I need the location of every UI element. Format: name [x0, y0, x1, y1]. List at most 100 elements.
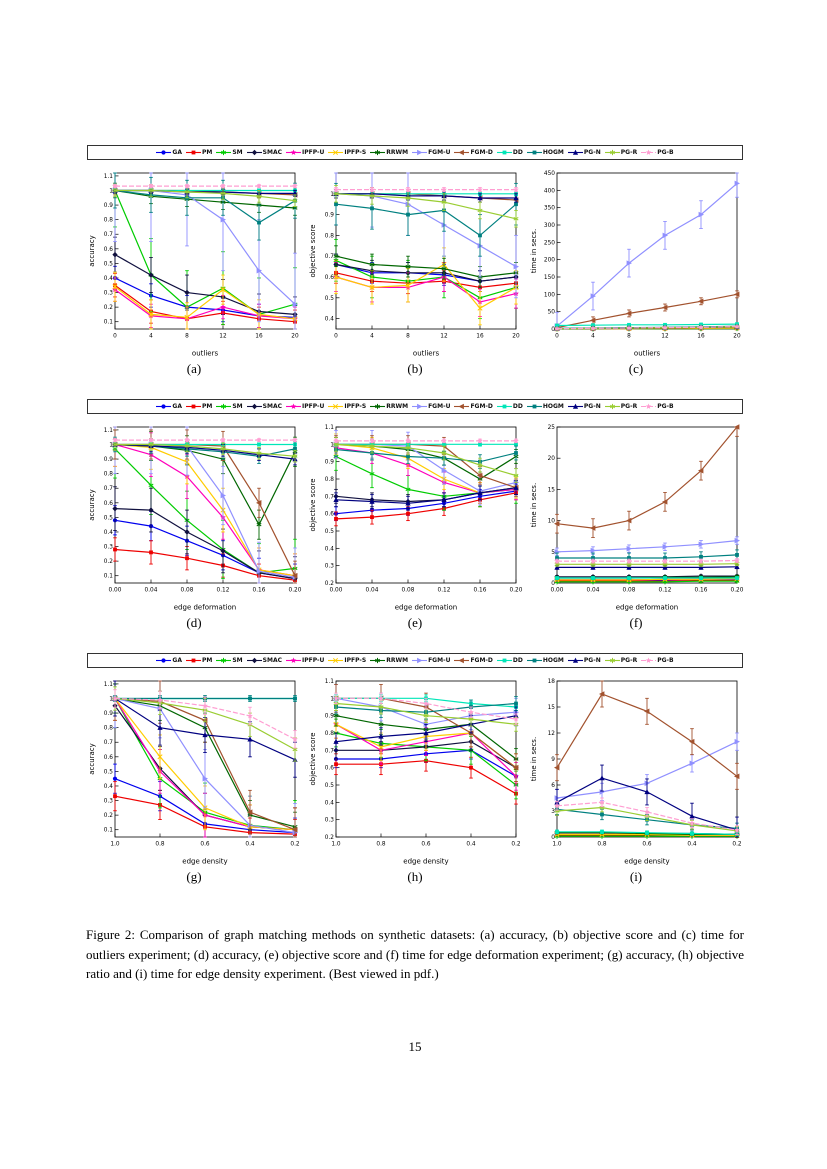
svg-text:0.6: 0.6: [325, 275, 335, 281]
svg-text:outliers: outliers: [413, 350, 440, 358]
svg-text:0.6: 0.6: [104, 247, 114, 253]
svg-text:8: 8: [406, 334, 410, 340]
smac-marker-icon: [246, 657, 262, 664]
svg-text:0: 0: [334, 334, 338, 340]
svg-text:1.1: 1.1: [325, 679, 335, 685]
svg-text:0.20: 0.20: [510, 588, 523, 594]
legend-item-pg-n: PG-N: [567, 656, 601, 665]
legend-item-dd: DD: [496, 148, 523, 157]
svg-text:1: 1: [109, 188, 113, 194]
legend-item-rrwm: RRWM: [370, 402, 408, 411]
legend-item-ga: GA: [156, 148, 182, 157]
svg-text:0.2: 0.2: [732, 842, 742, 848]
svg-text:0.2: 0.2: [104, 559, 114, 565]
legend-item-ga: GA: [156, 656, 182, 665]
legend-item-ipfp-s: IPFP-S: [328, 656, 366, 665]
svg-text:0.4: 0.4: [245, 842, 255, 848]
legend-item-fgm-u: FGM-U: [412, 656, 450, 665]
svg-text:0.4: 0.4: [687, 842, 697, 848]
series-pm: [113, 273, 297, 330]
legend-label: PG-B: [657, 403, 674, 410]
svg-text:450: 450: [544, 171, 555, 177]
page-number: 15: [408, 1038, 422, 1054]
svg-text:accuracy: accuracy: [88, 489, 96, 521]
svg-text:20: 20: [291, 334, 299, 340]
svg-text:0.20: 0.20: [731, 588, 744, 594]
svg-text:outliers: outliers: [634, 350, 661, 358]
svg-text:0.4: 0.4: [104, 530, 114, 536]
series-fgm-d: [333, 189, 519, 205]
ga-marker-icon: [156, 150, 172, 155]
svg-text:350: 350: [544, 206, 555, 212]
svg-text:accuracy: accuracy: [88, 743, 96, 775]
svg-text:0: 0: [551, 327, 555, 333]
svg-text:0.2: 0.2: [325, 835, 335, 841]
legend-item-pg-b: PG-B: [641, 656, 674, 665]
ipfp-u-marker-icon: [286, 657, 301, 663]
panel-label-h: (h): [407, 869, 423, 884]
svg-text:0.00: 0.00: [330, 588, 343, 594]
svg-text:0.5: 0.5: [325, 529, 335, 535]
fgm-d-marker-icon: [454, 149, 470, 156]
legend-label: PG-N: [583, 657, 601, 664]
svg-text:0.8: 0.8: [155, 842, 165, 848]
legend-label: PM: [201, 149, 213, 156]
svg-text:objective score: objective score: [309, 733, 317, 786]
svg-text:0.6: 0.6: [421, 842, 431, 848]
legend-item-ipfp-s: IPFP-S: [328, 402, 366, 411]
legend-label: PG-R: [620, 403, 638, 410]
series-pg-r: [333, 436, 519, 483]
svg-text:400: 400: [544, 188, 555, 194]
pg-n-marker-icon: [567, 149, 583, 155]
svg-text:edge density: edge density: [624, 858, 669, 866]
svg-text:0.08: 0.08: [181, 588, 194, 594]
svg-text:0.3: 0.3: [104, 799, 114, 805]
method-legend-row-2: GA PM SM SMAC IPFP-U IPFP-S RRWM FGM-U FGM-D DD HO…: [87, 399, 743, 414]
series-ga: [333, 483, 519, 522]
series-pg-r: [333, 185, 519, 228]
chart-row-deformation: 0.00 0.04 0.08 0.12 0.16 0.20 0.1 0.2 0.3 0.4 0.5 0…: [86, 420, 744, 631]
legend-label: HOGM: [542, 403, 564, 410]
ipfp-u-marker-icon: [286, 403, 301, 409]
legend-label: HOGM: [542, 149, 564, 156]
svg-text:0.8: 0.8: [104, 726, 114, 732]
sm-marker-icon: [216, 657, 232, 664]
legend-item-pg-b: PG-B: [641, 402, 674, 411]
fgm-d-marker-icon: [454, 403, 470, 410]
ipfp-s-marker-icon: [328, 149, 344, 156]
pg-n-marker-icon: [567, 657, 583, 663]
legend-item-fgm-d: FGM-D: [454, 656, 493, 665]
series-fgm-d: [112, 429, 298, 584]
svg-text:0.1: 0.1: [104, 320, 114, 326]
legend-item-pg-r: PG-R: [604, 402, 638, 411]
svg-text:0.8: 0.8: [597, 842, 607, 848]
legend-label: IPFP-S: [344, 403, 367, 410]
svg-text:0.08: 0.08: [402, 588, 415, 594]
fgm-u-marker-icon: [412, 149, 428, 156]
series-pg-r: [112, 438, 298, 463]
svg-text:300: 300: [544, 223, 555, 229]
legend-label: FGM-U: [428, 403, 451, 410]
panel-label-b: (b): [407, 361, 423, 376]
svg-text:0.3: 0.3: [104, 291, 114, 297]
chart-cell-a: 0 4 8 12 16 20 0.1 0.2 0.3 0.4 0.5 0.6 0.7 0.8 0.9 1 1.1…: [86, 166, 302, 377]
figure-caption: Figure 2: Comparison of graph matching m…: [86, 927, 744, 981]
legend-label: SMAC: [262, 149, 282, 156]
legend-item-dd: DD: [496, 656, 523, 665]
svg-text:0.2: 0.2: [104, 813, 114, 819]
legend-label: PG-B: [657, 657, 674, 664]
legend-label: FGM-U: [428, 149, 451, 156]
pm-marker-icon: [185, 150, 201, 155]
legend-label: SMAC: [262, 403, 282, 410]
series-pg-b: [554, 797, 740, 835]
chart-row-outliers: 0 4 8 12 16 20 0.1 0.2 0.3 0.4 0.5 0.6 0.7 0.8 0.9 1 1.1…: [86, 166, 744, 377]
sm-marker-icon: [216, 149, 232, 156]
method-legend-row-1: GA PM SM SMAC IPFP-U IPFP-S RRWM FGM-U FGM-D DD HO…: [87, 145, 743, 160]
legend-item-fgm-d: FGM-D: [454, 402, 493, 411]
chart-cell-b: 0 4 8 12 16 20 0.4 0.5 0.6 0.7 0.8 0.9 1 outliers obje…: [307, 166, 523, 377]
svg-text:0.9: 0.9: [325, 460, 335, 466]
svg-text:0.8: 0.8: [325, 477, 335, 483]
svg-text:0.9: 0.9: [104, 457, 114, 463]
svg-text:12: 12: [219, 334, 227, 340]
panel-label-c: (c): [628, 361, 644, 376]
